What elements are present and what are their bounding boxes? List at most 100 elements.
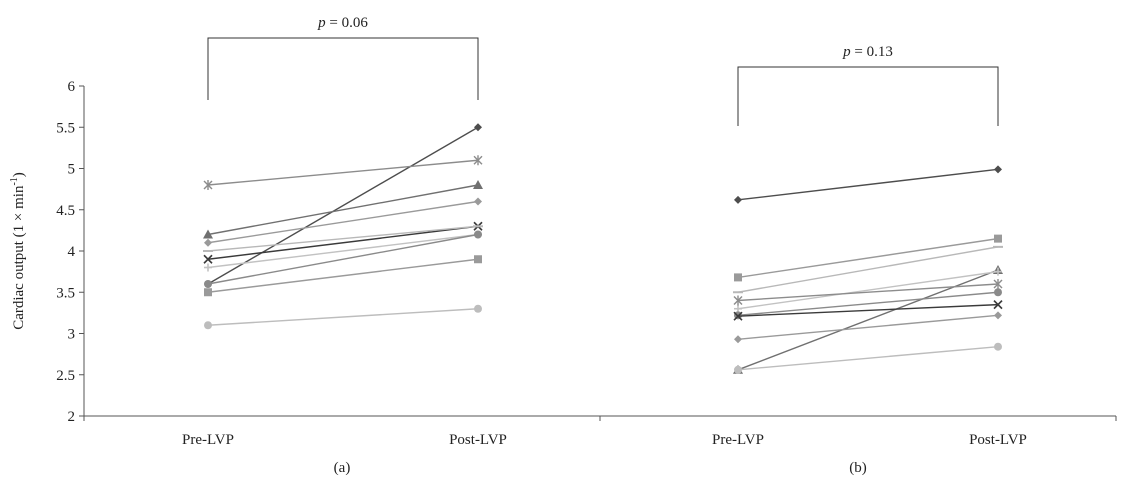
series-b-1 — [734, 165, 1002, 204]
series-line — [737, 237, 999, 279]
circle-marker — [734, 365, 742, 374]
series-b-8 — [733, 300, 1003, 321]
y-tick-label: 6 — [68, 79, 76, 95]
triangle-marker — [473, 180, 483, 189]
series-a-8 — [204, 230, 482, 288]
y-tick-label: 2 — [68, 409, 76, 425]
series-line — [737, 303, 999, 317]
y-tick-label: 5 — [68, 162, 76, 178]
diamond-marker — [994, 311, 1002, 320]
series-line — [207, 258, 479, 293]
star-marker — [203, 180, 213, 190]
y-axis-title: Cardiac output (1 × min-1) — [9, 172, 27, 330]
x-marker-stroke — [733, 311, 743, 321]
series-line — [207, 200, 479, 244]
circle-marker — [994, 342, 1002, 351]
y-tick-label: 4.5 — [56, 203, 75, 219]
y-axis-title-superscript: -1 — [9, 177, 20, 185]
triangle-marker — [203, 229, 213, 239]
series-b-2 — [734, 234, 1002, 282]
diamond-marker — [474, 197, 482, 206]
square-marker — [204, 288, 212, 297]
series-b-3 — [733, 245, 1003, 294]
series-line — [207, 225, 479, 260]
square-marker — [474, 255, 482, 264]
diamond-marker — [994, 165, 1002, 174]
x-tick-label: Pre-LVP — [712, 432, 764, 448]
diamond-marker — [734, 195, 742, 204]
significance-bracket — [207, 37, 479, 100]
series-line — [737, 314, 999, 340]
series-a-6 — [203, 225, 483, 252]
plus-marker — [994, 267, 1002, 276]
p-value-number: = 0.13 — [851, 44, 893, 60]
series-line — [737, 168, 999, 201]
star-marker — [473, 155, 483, 166]
series-b-6 — [733, 279, 1003, 306]
panel-label: (b) — [849, 460, 867, 476]
series-a-3 — [203, 180, 483, 239]
x-marker — [733, 311, 743, 321]
x-marker — [993, 300, 1003, 310]
y-axis-title-close: ) — [11, 172, 27, 177]
series-a-2 — [203, 155, 483, 190]
series-a-10 — [204, 304, 482, 330]
x-marker-stroke — [203, 254, 213, 264]
x-marker-stroke — [993, 300, 1003, 310]
series-a-9 — [204, 255, 482, 297]
p-value-label: p = 0.06 — [317, 15, 368, 31]
series-line — [207, 184, 479, 236]
panel-label: (a) — [334, 460, 351, 476]
circle-marker — [204, 280, 212, 288]
significance-brackets — [207, 37, 999, 126]
series-line — [207, 225, 479, 252]
panel-b — [733, 165, 1003, 374]
plus-marker — [204, 263, 212, 272]
p-value-symbol: p — [317, 15, 326, 31]
y-tick-label: 2.5 — [56, 368, 75, 384]
labels-group: 2 2.5 3 3.5 4 4.5 5 5.5 6 Cardiac output (1 × min… — [9, 15, 1027, 476]
series-line — [207, 308, 479, 326]
y-tick-label: 4 — [68, 244, 76, 260]
star-marker — [733, 295, 743, 306]
series-line — [737, 246, 999, 293]
significance-bracket — [737, 66, 999, 126]
square-marker — [734, 273, 742, 282]
p-value-symbol: p — [842, 44, 851, 60]
series-line — [207, 159, 479, 186]
series-line — [207, 233, 479, 285]
series-b-9 — [734, 311, 1002, 344]
circle-marker — [204, 321, 212, 330]
diamond-marker — [474, 123, 482, 132]
y-tick-label: 3.5 — [56, 285, 75, 301]
series-b-10 — [734, 342, 1002, 374]
series-line — [737, 291, 999, 317]
panel-a — [203, 123, 483, 330]
series-line — [737, 346, 999, 371]
axes — [79, 85, 1117, 421]
series-line — [737, 283, 999, 302]
circle-marker — [994, 288, 1002, 297]
star-marker — [993, 279, 1003, 289]
x-tick-label: Post-LVP — [449, 432, 507, 448]
x-tick-label: Post-LVP — [969, 432, 1027, 448]
series-a-4 — [204, 197, 482, 247]
p-value-label: p = 0.13 — [842, 44, 893, 60]
series-b-4 — [733, 264, 1003, 374]
series-group — [203, 123, 1003, 374]
series-line — [207, 126, 479, 285]
diamond-marker — [204, 238, 212, 247]
series-line — [207, 233, 479, 269]
diamond-marker — [734, 335, 742, 344]
circle-marker — [474, 230, 482, 239]
circle-marker — [474, 304, 482, 313]
square-marker — [994, 234, 1002, 243]
y-tick-label: 5.5 — [56, 120, 75, 136]
y-axis-title-main: Cardiac output (1 × min — [11, 185, 27, 330]
series-a-5 — [203, 221, 483, 264]
x-marker — [203, 254, 213, 264]
x-tick-label: Pre-LVP — [182, 432, 234, 448]
p-value-number: = 0.06 — [326, 15, 369, 31]
series-line — [737, 270, 999, 310]
